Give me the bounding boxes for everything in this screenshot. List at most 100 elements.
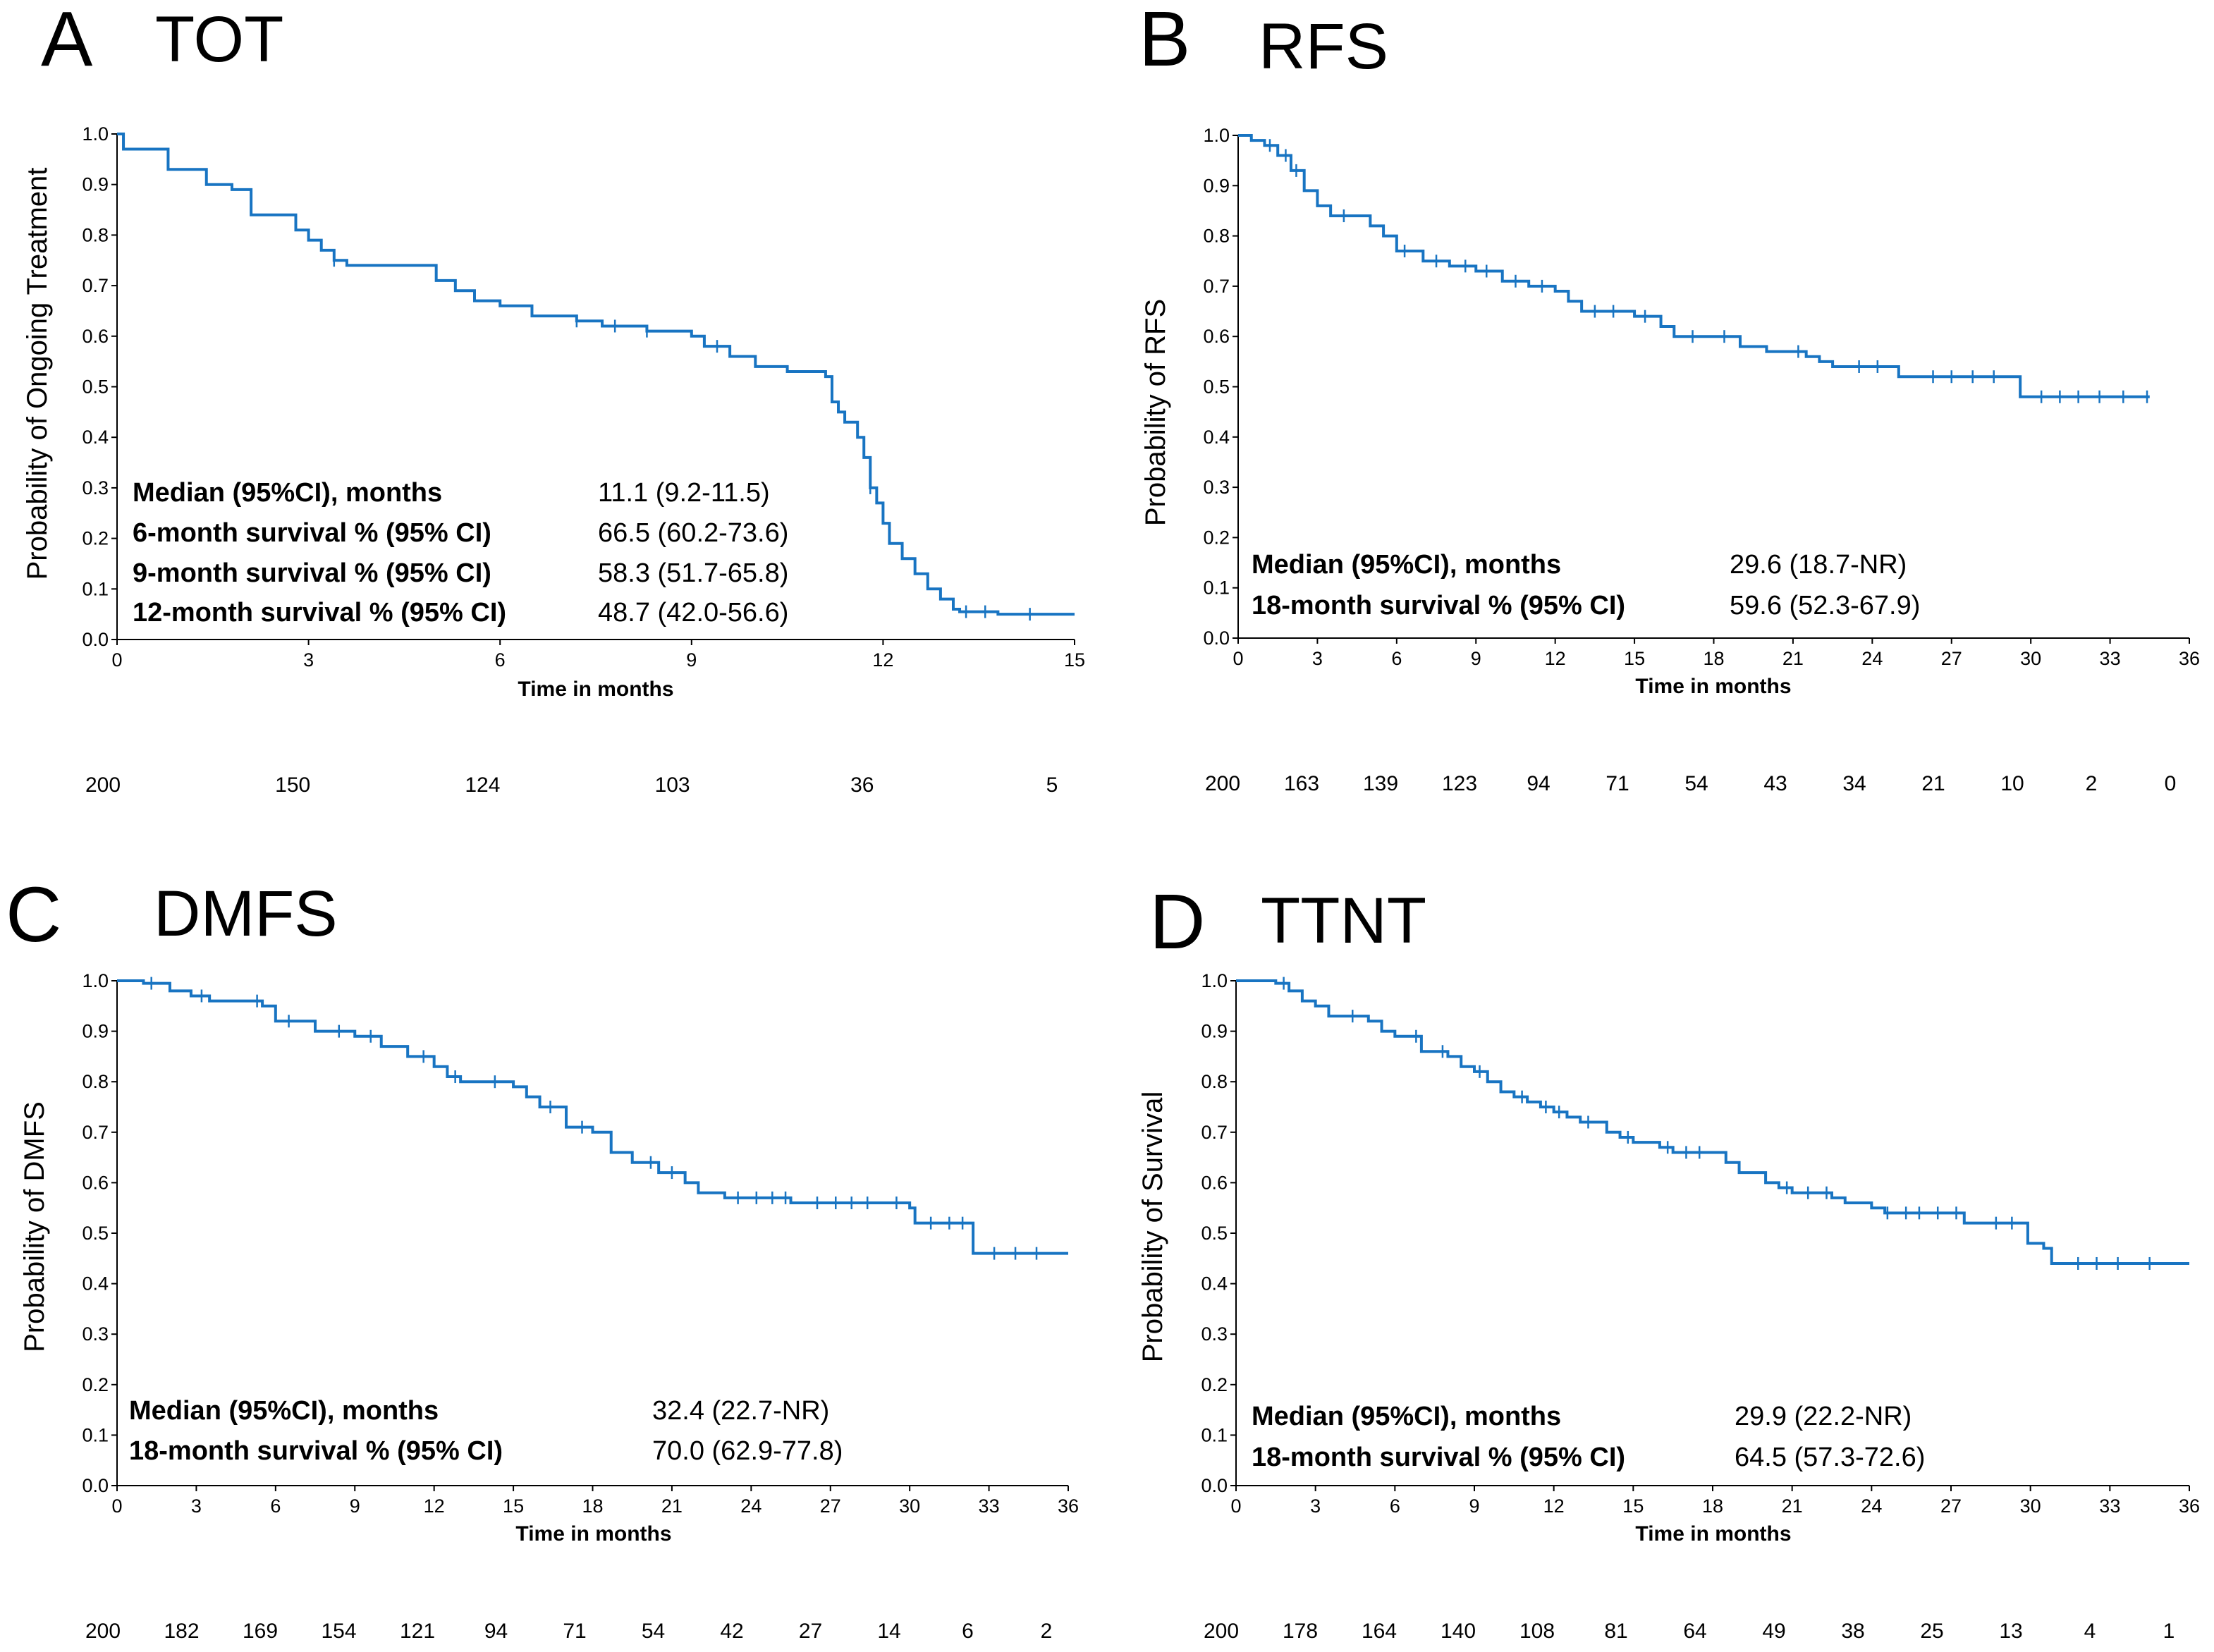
plot-layer: 0.00.10.20.30.40.50.60.70.80.91.00 3 6 9 12 1… [82,123,2200,1643]
panel-title: DMFS [154,878,338,950]
y-tick-label: 0.2 [82,1374,109,1395]
stat-value: 58.3 (51.7-65.8) [598,558,788,588]
stat-value: 29.6 (18.7-NR) [1730,550,1907,580]
y-tick-label: 0.0 [82,629,109,650]
x-tick-label: 6 [1390,1495,1400,1517]
x-tick-label: 6 [270,1495,281,1517]
x-tick-label: 30 [2020,648,2041,669]
chart-dmfs: 0.00.10.20.30.40.50.60.70.80.91.00 3 6 9 12 1… [82,970,1079,1643]
y-axis-label: Probability of DMFS [19,1101,50,1352]
x-tick-label: 24 [740,1495,762,1517]
panel-d: D TTNT Probability of Survival Time in m… [1137,879,1925,1546]
stat-label: 12-month survival % (95% CI) [133,598,506,628]
at-risk-count: 164 [1362,1620,1397,1643]
y-tick-label: 0.5 [1201,1223,1228,1244]
x-tick-label: 15 [1622,1495,1644,1517]
at-risk-count: 27 [799,1620,822,1643]
at-risk-count: 140 [1441,1620,1476,1643]
x-tick-label: 0 [1230,1495,1241,1517]
stat-value: 32.4 (22.7-NR) [652,1396,829,1426]
x-tick-label: 0 [111,649,122,671]
y-tick-label: 0.8 [82,1071,109,1092]
y-axis-label: Probability of Survival [1137,1091,1168,1363]
panel-a: A TOT Probability of Ongoing Treatment T… [22,0,788,701]
at-risk-count: 6 [962,1620,974,1643]
y-tick-label: 1.0 [82,970,109,991]
at-risk-count: 103 [655,773,690,797]
stat-value: 48.7 (42.0-56.6) [598,598,788,628]
panel-b: B RFS Probability of RFS Time in months … [1139,0,1920,698]
x-tick-label: 9 [686,649,697,671]
stat-label: Median (95%CI), months [133,478,442,508]
y-axis-label: Probability of Ongoing Treatment [22,168,53,580]
panel-title: TTNT [1261,885,1426,957]
x-tick-label: 36 [2179,1495,2200,1517]
y-tick-label: 0.4 [82,1273,109,1295]
km-curve-rfs [1238,134,2150,398]
y-tick-label: 0.3 [1203,477,1230,498]
x-tick-label: 0 [111,1495,122,1517]
x-axis-label: Time in months [518,678,673,701]
at-risk-count: 4 [2084,1620,2096,1643]
y-tick-label: 0.3 [82,477,109,498]
at-risk-count: 200 [85,773,121,797]
at-risk-count: 178 [1283,1620,1318,1643]
x-tick-label: 33 [979,1495,1000,1517]
y-tick-label: 0.6 [1203,326,1230,347]
at-risk-count: 121 [400,1620,435,1643]
stat-label: Median (95%CI), months [1252,550,1561,580]
y-tick-label: 0.8 [1201,1071,1228,1092]
x-tick-label: 15 [503,1495,524,1517]
y-tick-label: 0.4 [1201,1273,1228,1295]
y-tick-label: 0.6 [1201,1172,1228,1193]
at-risk-count: 38 [1841,1620,1864,1643]
x-tick-label: 27 [1941,648,1962,669]
at-risk-count: 49 [1762,1620,1785,1643]
y-tick-label: 0.0 [1201,1475,1228,1496]
at-risk-count: 71 [563,1620,586,1643]
at-risk-count: 123 [1442,772,1477,795]
y-tick-label: 0.8 [82,224,109,245]
x-tick-label: 18 [1703,648,1724,669]
y-tick-label: 1.0 [1201,970,1228,991]
stat-label: 6-month survival % (95% CI) [133,518,491,548]
x-tick-label: 24 [1861,1495,1882,1517]
panel-title: RFS [1259,11,1388,82]
at-risk-count: 81 [1604,1620,1627,1643]
at-risk-count: 2 [2086,772,2098,795]
at-risk-count: 94 [484,1620,508,1643]
x-tick-label: 30 [2020,1495,2041,1517]
y-tick-label: 0.1 [1201,1424,1228,1445]
panel-letter: B [1139,0,1190,82]
x-tick-label: 36 [1058,1495,1079,1517]
x-tick-label: 9 [1469,1495,1479,1517]
x-tick-label: 15 [1624,648,1645,669]
y-tick-label: 0.4 [1203,427,1230,448]
x-tick-label: 36 [2179,648,2200,669]
stat-label: 18-month survival % (95% CI) [1252,591,1625,620]
y-tick-label: 0.9 [82,174,109,195]
at-risk-count: 139 [1363,772,1398,795]
at-risk-count: 124 [465,773,500,797]
km-curve-dmfs [117,979,1068,1255]
x-tick-label: 30 [899,1495,920,1517]
at-risk-count: 154 [321,1620,356,1643]
y-tick-label: 0.5 [82,1223,109,1244]
x-axis-label: Time in months [1635,675,1791,698]
y-tick-label: 0.4 [82,427,109,448]
at-risk-count: 108 [1519,1620,1555,1643]
y-tick-label: 0.2 [1203,527,1230,548]
stat-label: 18-month survival % (95% CI) [1252,1443,1625,1472]
x-tick-label: 18 [1702,1495,1723,1517]
panel-letter: C [6,871,61,958]
at-risk-count: 54 [642,1620,665,1643]
y-axis-label: Probability of RFS [1140,299,1171,526]
x-tick-label: 21 [1782,1495,1803,1517]
at-risk-count: 5 [1046,773,1058,797]
x-tick-label: 27 [1940,1495,1962,1517]
stat-label: 18-month survival % (95% CI) [129,1436,503,1466]
stat-value: 29.9 (22.2-NR) [1735,1402,1912,1431]
at-risk-count: 43 [1763,772,1787,795]
at-risk-count: 42 [720,1620,743,1643]
